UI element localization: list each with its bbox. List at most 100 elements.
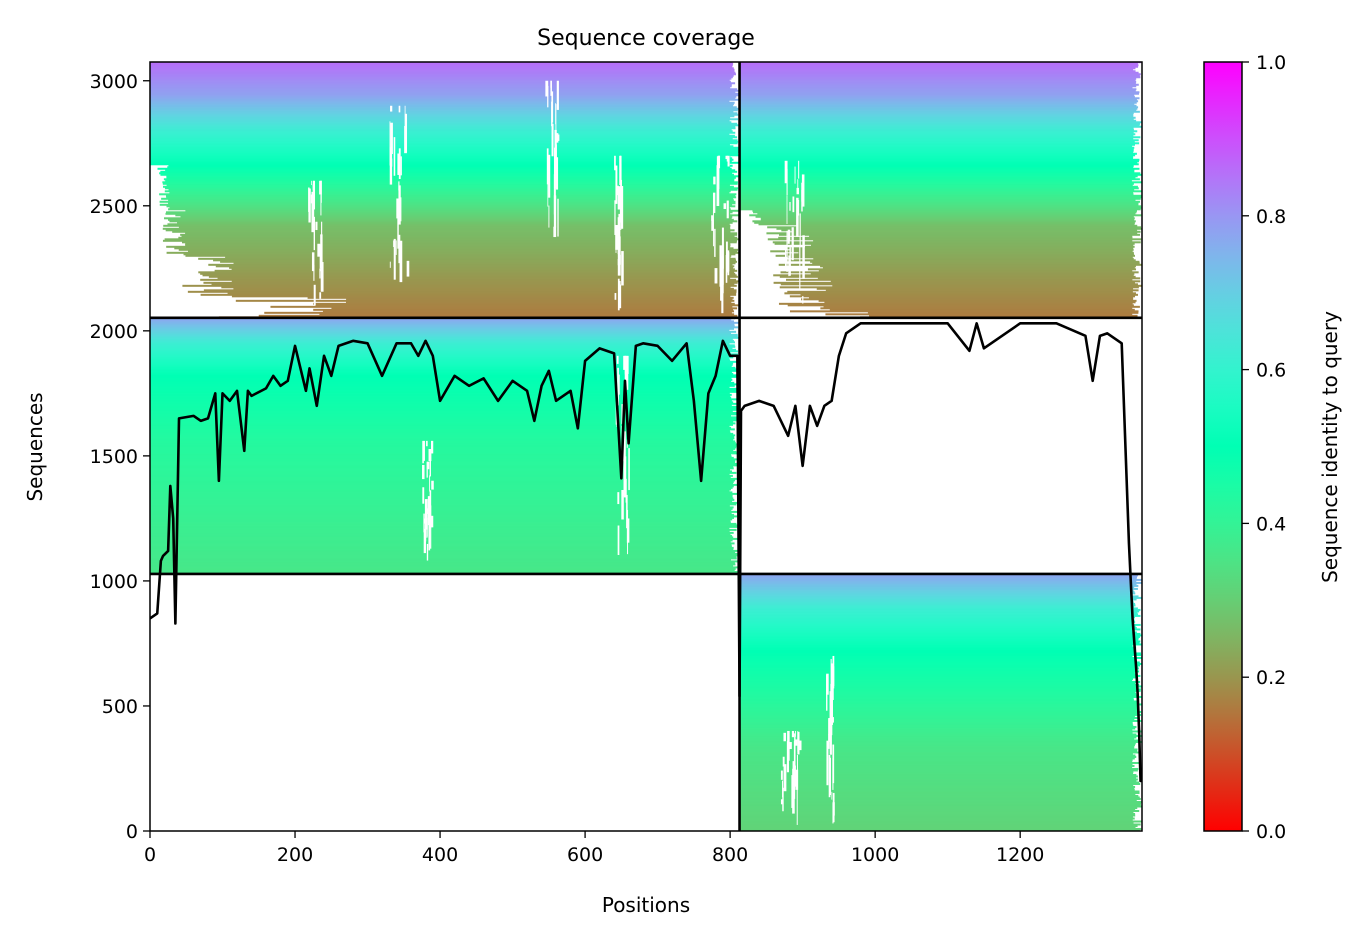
heatmap-strip [150,357,730,360]
gap-mark [782,780,783,798]
heatmap-strip [739,83,1139,86]
heatmap-strip [739,586,1135,589]
y-tick-label: 2500 [90,196,138,218]
heatmap-strip [739,626,1137,629]
colorbar-ticks: 0.0 0.2 0.4 0.6 0.8 1.0 [1242,52,1286,843]
heatmap-strip [739,100,1139,103]
gap-mark [547,183,549,207]
heatmap-strip [150,341,735,344]
heatmap-strip [739,89,1136,92]
heatmap-strip [150,338,733,341]
heatmap-strip [150,157,733,160]
heatmap-strip [150,79,730,82]
heatmap-strip [739,676,1137,679]
heatmap-strip [739,200,1140,203]
heatmap-strip [753,211,1137,214]
gap-mark [389,121,391,166]
heatmap-strip [150,417,737,420]
heatmap-strip [739,574,1139,577]
gap-mark [791,730,794,738]
heatmap-strip [150,389,738,392]
heatmap-strip [818,269,1133,272]
heatmap-strip [150,402,737,405]
heatmap-strip [150,393,732,396]
heatmap-strip [187,290,737,293]
gap-mark [832,717,834,723]
gap-mark [320,262,324,292]
heatmap-strip [739,679,1133,682]
heatmap-block-A-paired [150,62,740,319]
heatmap-strip [150,420,734,423]
heatmap-strip [739,181,1142,184]
y-tick-label: 1000 [90,571,138,593]
gap-mark [795,769,799,790]
heatmap-strip [150,121,732,124]
heatmap-strip [150,116,731,119]
heatmap-strip [739,655,1133,658]
heatmap-strip [150,112,738,115]
heatmap-strip [739,643,1142,646]
heatmap-strip [182,241,737,244]
heatmap-strip [231,268,735,271]
gap-mark [787,730,790,761]
heatmap-strip [739,706,1139,709]
heatmap-strip [165,169,736,172]
heatmap-strip [818,299,1137,302]
gap-mark [786,230,788,273]
gap-mark [551,123,554,157]
heatmap-strip [739,589,1134,592]
heatmap-strip [150,354,733,357]
gap-mark [553,174,556,215]
gap-mark [832,758,834,790]
heatmap-strip [150,139,738,142]
heatmap-strip [807,268,1137,271]
y-axis-label: Sequences [23,392,47,501]
heatmap-strip [739,95,1135,98]
gap-mark [423,440,425,461]
heatmap-strip [165,179,735,182]
heatmap-strip [739,197,1141,200]
gap-mark [787,231,790,244]
heatmap-strip [229,266,734,269]
heatmap-strip [198,257,736,260]
heatmap-strip [739,97,1140,100]
gap-mark [798,740,802,751]
heatmap-strip [150,124,739,127]
y-axis-ticks: 0 500 1000 1500 2000 2500 3000 [90,71,150,843]
heatmap-strip [739,152,1137,155]
heatmap-strip [820,307,1133,310]
gap-mark [429,451,431,477]
heatmap-strip [739,742,1136,745]
heatmap-strip [739,637,1139,640]
heatmap-strip [739,790,1140,793]
heatmap-strip [163,224,731,227]
coverage-line [150,322,1142,783]
heatmap-strip [168,202,736,205]
heatmap-strip [167,223,730,226]
heatmap-strip [150,70,735,73]
heatmap-strip [739,154,1136,157]
heatmap-strip [739,737,1135,740]
gap-mark [830,658,832,697]
heatmap-strip [739,694,1138,697]
heatmap-strip [739,682,1136,685]
gap-mark [628,448,630,491]
gap-mark [423,528,427,554]
heatmap-strip [168,199,734,202]
heatmap-strip [739,143,1135,146]
heatmap-strip [150,426,732,429]
gap-mark [404,126,407,154]
heatmap-strip [739,709,1139,712]
gap-mark [553,147,557,189]
gap-mark [427,496,431,526]
heatmap-strip [165,229,735,232]
colorbar-tick-label: 0.4 [1256,513,1286,535]
gap-mark [390,158,393,167]
heatmap-strip [739,203,1139,206]
gap-mark [395,240,397,255]
heatmap-strip [150,455,732,458]
heatmap-strip [778,236,1133,239]
gap-mark [626,518,630,543]
gap-mark [798,160,800,179]
heatmap-strip [208,275,738,278]
